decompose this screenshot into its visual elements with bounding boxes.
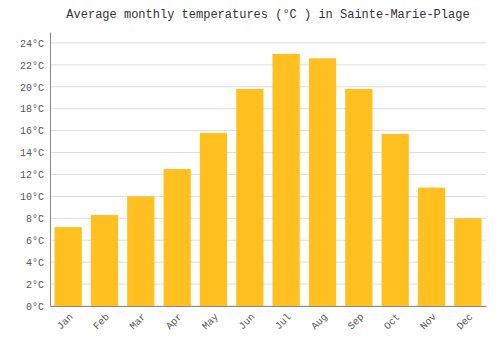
bar <box>418 188 445 306</box>
y-tick-label: 16°C <box>20 126 44 137</box>
y-tick-label: 0°C <box>26 302 44 313</box>
x-axis: Jan Feb Mar Apr May Jun Jul Aug Sep Oct Nov Dec <box>51 307 487 333</box>
y-tick: 10°C <box>20 192 50 203</box>
y-tick-label: 2°C <box>26 280 44 291</box>
y-tick-label: 4°C <box>26 258 44 269</box>
y-tick-label: 12°C <box>20 170 44 181</box>
y-tick: 22°C <box>20 61 50 72</box>
bar <box>91 215 118 306</box>
x-tick-label: Jul <box>273 312 294 333</box>
chart: 0°C 2°C 4°C 6°C 8°C 10°C 12°C 14°C 16°C 18°C 20°C 2… <box>0 0 500 350</box>
y-tick: 6°C <box>26 236 50 247</box>
y-tick-label: 8°C <box>26 214 44 225</box>
y-tick-label: 22°C <box>20 61 44 72</box>
x-tick-label: Nov <box>418 312 439 333</box>
bar <box>382 134 409 306</box>
x-tick-label: Dec <box>455 312 476 333</box>
x-tick: Aug <box>309 312 330 333</box>
y-tick: 8°C <box>26 214 50 225</box>
x-tick-label: Mar <box>128 312 149 333</box>
x-tick-label: Feb <box>91 312 112 333</box>
bar <box>200 133 227 306</box>
x-tick: Dec <box>455 312 476 333</box>
grid-line <box>50 174 486 175</box>
grid-line <box>50 42 486 43</box>
x-tick-label: Aug <box>309 312 330 333</box>
y-tick: 0°C <box>26 302 50 313</box>
y-tick-label: 18°C <box>20 104 44 115</box>
y-tick: 20°C <box>20 83 50 94</box>
bars <box>55 54 482 306</box>
grid-line <box>50 152 486 153</box>
plot: 0°C 2°C 4°C 6°C 8°C 10°C 12°C 14°C 16°C 18°C 20°C 2… <box>20 33 487 333</box>
bar <box>236 89 263 306</box>
x-tick: May <box>200 312 221 333</box>
y-tick-label: 6°C <box>26 236 44 247</box>
x-tick: Feb <box>91 312 112 333</box>
bar <box>273 54 300 306</box>
x-tick-label: Jan <box>55 312 76 333</box>
x-tick-label: Apr <box>164 312 185 333</box>
x-tick: Sep <box>346 312 367 333</box>
x-tick-label: May <box>200 312 221 333</box>
y-tick-label: 20°C <box>20 83 44 94</box>
bar <box>127 196 154 306</box>
y-tick-label: 24°C <box>20 39 44 50</box>
grid-line <box>50 130 486 131</box>
x-tick: Jul <box>273 312 294 333</box>
x-tick: Apr <box>164 312 185 333</box>
grid <box>50 43 486 306</box>
y-tick-label: 10°C <box>20 192 44 203</box>
x-tick: Oct <box>382 312 403 333</box>
x-axis-line <box>51 306 487 307</box>
x-tick: Nov <box>418 312 439 333</box>
grid-line <box>50 64 486 65</box>
x-tick: Jun <box>237 312 258 333</box>
x-tick: Jan <box>55 312 76 333</box>
y-tick: 18°C <box>20 104 50 115</box>
bar <box>345 89 372 306</box>
y-tick: 24°C <box>20 39 50 50</box>
y-tick: 14°C <box>20 148 50 159</box>
y-axis: 0°C 2°C 4°C 6°C 8°C 10°C 12°C 14°C 16°C 18°C 20°C 2… <box>20 33 51 313</box>
y-axis-line <box>50 33 51 307</box>
bar <box>55 227 82 306</box>
x-tick-label: Oct <box>382 312 403 333</box>
bar <box>309 58 336 306</box>
title: Average monthly temperatures (°C ) in Sa… <box>66 8 469 22</box>
x-tick-label: Sep <box>346 312 367 333</box>
bar <box>454 218 481 306</box>
y-tick-label: 14°C <box>20 148 44 159</box>
grid-line <box>50 108 486 109</box>
x-tick-label: Jun <box>237 312 258 333</box>
y-tick: 16°C <box>20 126 50 137</box>
bar <box>164 169 191 306</box>
grid-line <box>50 86 486 87</box>
x-tick: Mar <box>128 312 149 333</box>
y-tick: 2°C <box>26 280 50 291</box>
y-tick: 12°C <box>20 170 50 181</box>
y-tick: 4°C <box>26 258 50 269</box>
